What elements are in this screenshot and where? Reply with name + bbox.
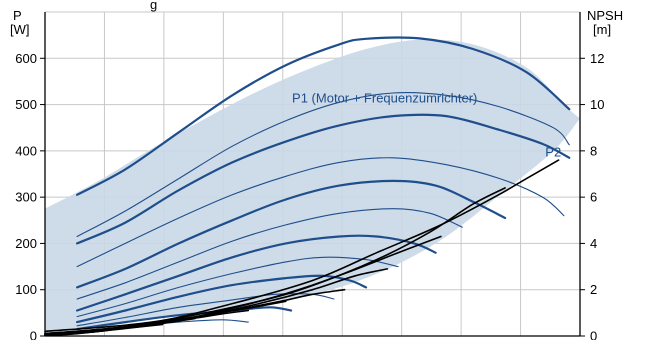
left-tick-label: 0	[30, 329, 37, 340]
left-tick-label: 300	[15, 190, 37, 205]
right-tick-label: 12	[590, 51, 604, 66]
axes	[44, 12, 581, 337]
power-curve-5	[76, 208, 463, 300]
left-tick-label: 400	[15, 143, 37, 158]
left-axis-label-line1: P	[13, 8, 22, 23]
top-text: g	[150, 0, 157, 12]
left-tick-label: 200	[15, 236, 37, 251]
ticks: 0 100 200 300 400 500 600 0 2 4 6 8 10 12	[15, 51, 604, 340]
curves	[44, 36, 571, 337]
right-tick-label: 6	[590, 190, 597, 205]
left-tick-label: 600	[15, 51, 37, 66]
right-tick-label: 4	[590, 236, 597, 251]
annotation-1: P2	[545, 144, 561, 159]
npsh-curve-20	[44, 323, 164, 337]
power-curve-0	[76, 36, 571, 196]
right-tick-label: 10	[590, 97, 604, 112]
annotation-0: P1 (Motor + Frequenzumrichter)	[292, 90, 477, 105]
power-curve-2	[76, 113, 571, 245]
right-tick-label: 0	[590, 329, 597, 340]
power-curve-1	[76, 91, 570, 238]
right-axis-label-line2: [m]	[593, 22, 611, 37]
left-tick-label: 500	[15, 97, 37, 112]
operating-range-band	[45, 39, 580, 337]
right-tick-label: 8	[590, 143, 597, 158]
power-curve-3	[76, 157, 565, 268]
power-curve-4	[76, 179, 507, 289]
npsh-curve-17	[44, 300, 287, 336]
power-curve-8	[76, 274, 368, 324]
left-axis-label-line2: [W]	[10, 22, 30, 37]
annotations: P1 (Motor + Frequenzumrichter) P2	[292, 90, 561, 159]
left-tick-label: 100	[15, 282, 37, 297]
right-tick-label: 2	[590, 282, 597, 297]
right-axis-label-line1: NPSH	[587, 8, 623, 23]
